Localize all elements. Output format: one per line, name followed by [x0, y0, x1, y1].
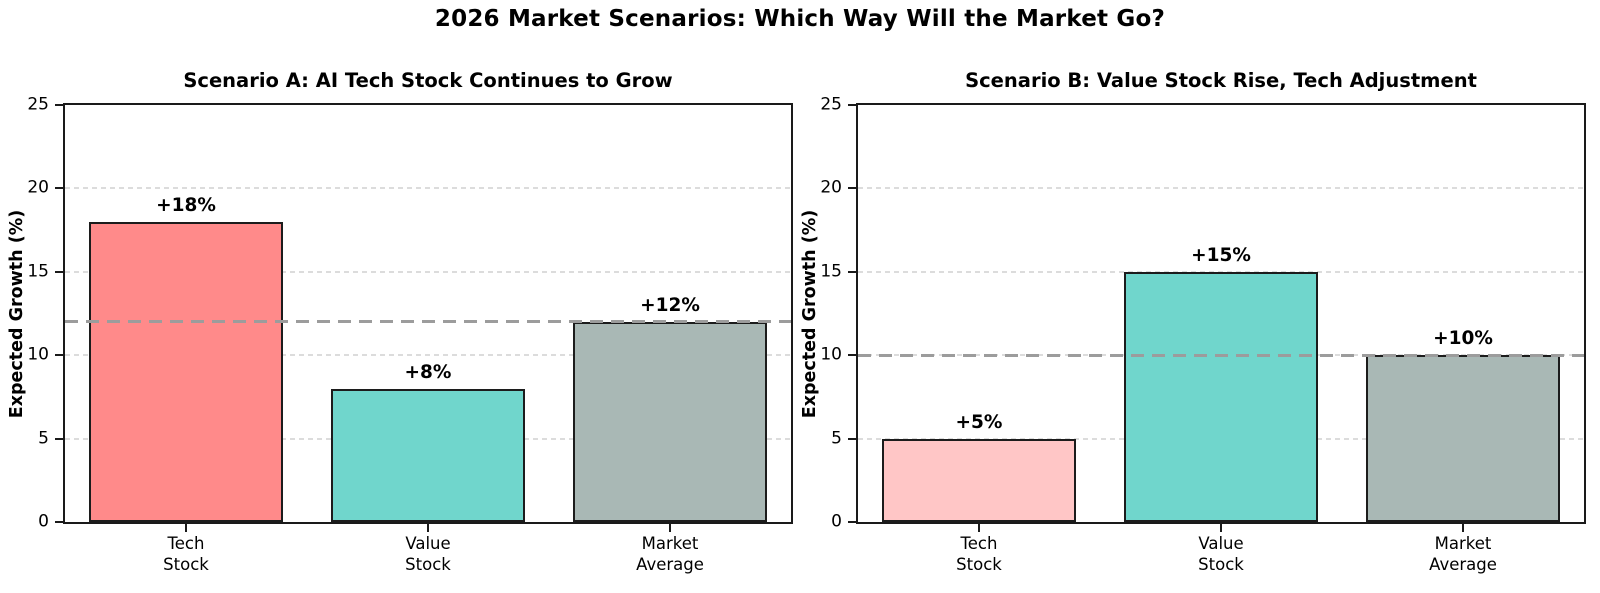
subplot-scenario-b: Scenario B: Value Stock Rise, Tech Adjus…: [800, 69, 1586, 574]
y-tick-label: 0: [38, 511, 49, 532]
y-tick-mark: [55, 354, 63, 357]
gridline-y-20: [65, 187, 791, 190]
y-tick-label: 10: [27, 344, 49, 365]
reference-line: [858, 353, 1584, 357]
bar-value-label-market-average: +10%: [1433, 328, 1493, 350]
subplot-b-y-axis-label: Expected Growth (%): [800, 209, 820, 418]
gridline-y-10: [65, 354, 791, 357]
y-tick-label: 25: [820, 94, 842, 115]
subplot-b-plot-area: 0 5 10 15 20 25 +5% Tech Stock +15% Value Stock +1…: [820, 96, 1586, 574]
y-tick-mark: [848, 270, 856, 273]
bar-value-label-value-stock: +15%: [1191, 244, 1251, 266]
y-tick-mark: [55, 270, 63, 273]
x-tick-mark: [1462, 524, 1464, 532]
y-tick-label: 15: [27, 261, 49, 282]
y-tick-mark: [55, 187, 63, 190]
y-tick-mark: [55, 104, 63, 106]
x-tick-label-market-average: Market Average: [636, 534, 704, 575]
y-tick-mark: [55, 521, 63, 523]
x-tick-mark: [427, 524, 429, 532]
bar-tech-stock: [89, 221, 283, 522]
bar-value-label-tech-stock: +5%: [955, 411, 1003, 433]
bar-market-average: [1366, 355, 1560, 522]
reference-line: [65, 320, 791, 324]
x-tick-mark: [978, 524, 980, 532]
x-tick-label-value-stock: Value Stock: [1198, 534, 1244, 575]
gridline-y-15: [858, 270, 1584, 273]
y-tick-label: 0: [831, 511, 842, 532]
bar-value-stock: [331, 388, 525, 522]
x-tick-label-market-average: Market Average: [1429, 534, 1497, 575]
y-tick-label: 15: [820, 261, 842, 282]
figure-title: 2026 Market Scenarios: Which Way Will th…: [434, 6, 1166, 32]
subplot-b-title: Scenario B: Value Stock Rise, Tech Adjus…: [965, 69, 1477, 92]
x-tick-label-value-stock: Value Stock: [405, 534, 451, 575]
y-tick-mark: [848, 437, 856, 440]
y-tick-mark: [848, 354, 856, 357]
y-tick-mark: [55, 437, 63, 440]
y-tick-mark: [848, 187, 856, 190]
subplot-a-title: Scenario A: AI Tech Stock Continues to G…: [183, 69, 673, 92]
y-tick-label: 20: [820, 177, 842, 198]
bar-value-label-market-average: +12%: [640, 294, 700, 316]
y-tick-label: 10: [820, 344, 842, 365]
x-tick-mark: [185, 524, 187, 532]
y-tick-label: 20: [27, 177, 49, 198]
subplot-scenario-a: Scenario A: AI Tech Stock Continues to G…: [7, 69, 793, 574]
bar-market-average: [573, 321, 767, 522]
subplot-a-plot-area: 0 5 10 15 20 25 +18% Tech Stock +8% Value Stock +1…: [27, 96, 793, 574]
x-tick-label-tech-stock: Tech Stock: [956, 534, 1002, 575]
subplot-a-y-axis-label: Expected Growth (%): [7, 209, 27, 418]
bar-value-stock: [1124, 271, 1318, 522]
bar-tech-stock: [882, 438, 1076, 522]
y-tick-label: 5: [831, 428, 842, 449]
x-tick-mark: [669, 524, 671, 532]
x-tick-mark: [1220, 524, 1222, 532]
y-tick-mark: [848, 104, 856, 106]
bar-value-label-value-stock: +8%: [404, 361, 452, 383]
y-tick-label: 5: [38, 428, 49, 449]
y-tick-mark: [848, 521, 856, 523]
x-tick-label-tech-stock: Tech Stock: [163, 534, 209, 575]
bar-value-label-tech-stock: +18%: [156, 194, 216, 216]
gridline-y-15: [65, 270, 791, 273]
y-tick-label: 25: [27, 94, 49, 115]
gridline-y-20: [858, 187, 1584, 190]
